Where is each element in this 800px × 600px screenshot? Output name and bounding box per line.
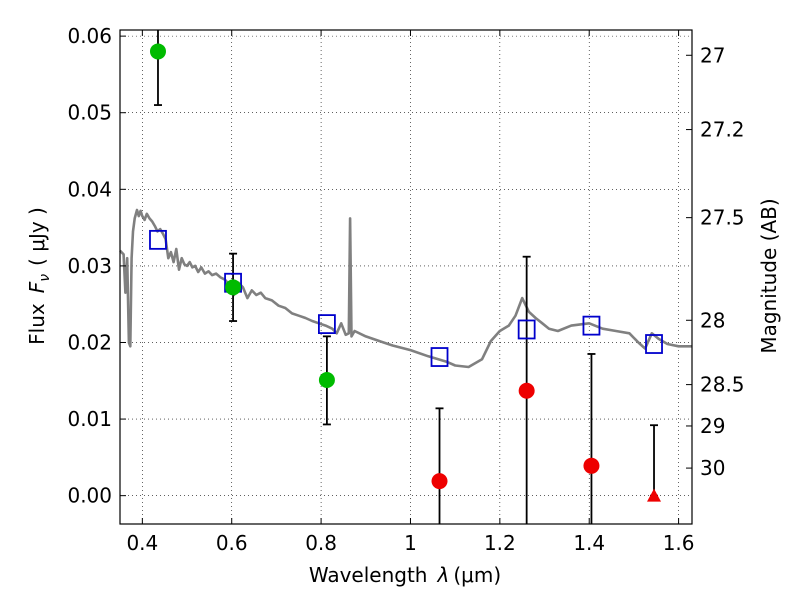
nondetection-point (518, 382, 535, 399)
y-axis-label-units: ( μJy ) (25, 207, 49, 266)
detection-point (318, 372, 335, 389)
x-tick-label: 1.6 (663, 531, 695, 555)
x-tick-label: 1 (404, 531, 417, 555)
y-tick-label: 0.05 (67, 101, 112, 125)
y-tick-label: 0.03 (67, 254, 112, 278)
x-axis-label-units: (μm) (453, 563, 501, 587)
y-tick-label: 0.06 (67, 24, 112, 48)
model-square-marker (582, 315, 601, 336)
y-tick-label: 0.02 (67, 330, 112, 354)
x-tick-label: 0.6 (216, 531, 248, 555)
model-square-marker (430, 347, 449, 367)
y2-tick-label: 27.2 (700, 118, 745, 142)
y-axis-label-subscript: ν (37, 274, 53, 282)
y2-tick-label: 28 (700, 308, 725, 332)
x-axis-label-text: Wavelength (309, 563, 428, 587)
y-axis-label: Flux Fν ( μJy ) (25, 207, 53, 345)
detection-point (149, 43, 166, 60)
y2-tick-label: 29 (700, 414, 725, 438)
y2-tick-label: 27.5 (700, 206, 745, 230)
model-square-marker (517, 319, 536, 340)
upper-limit-marker (647, 488, 662, 502)
y-axis-label-text: Flux (25, 303, 49, 345)
plot-area (120, 30, 692, 524)
y2-axis-label: Magnitude (AB) (757, 198, 781, 353)
nondetection-point (431, 473, 448, 490)
markers (149, 43, 663, 502)
spectrum-line (119, 208, 692, 369)
x-axis-label: Wavelength λ (μm) (309, 563, 501, 587)
x-tick-label: 1.4 (573, 531, 605, 555)
y-axis-label-symbol: F (25, 281, 49, 293)
y2-tick-label: 30 (700, 456, 725, 480)
x-tick-label: 0.4 (126, 531, 158, 555)
model-square-marker (645, 334, 663, 354)
y-tick-label: 0.00 (67, 484, 112, 508)
nondetection-point (583, 457, 600, 474)
y2-tick-label: 27 (700, 43, 725, 67)
x-axis-label-symbol: λ (437, 563, 450, 587)
y-tick-label: 0.01 (67, 407, 112, 431)
plot-frame (119, 29, 693, 525)
x-tick-label: 0.8 (305, 531, 337, 555)
ticks: 0.4 0.6 0.8 1 1.2 1.4 1.6 0.00 0.01 0.02 0.03 0.04 0… (67, 24, 744, 555)
grid (120, 30, 692, 524)
y-tick-label: 0.04 (67, 177, 112, 201)
spectrum (119, 208, 692, 369)
detection-point (225, 279, 242, 296)
model-square-marker (149, 229, 167, 250)
x-tick-label: 1.2 (484, 531, 516, 555)
model-square-marker (318, 314, 336, 335)
y2-tick-label: 28.5 (700, 373, 745, 397)
